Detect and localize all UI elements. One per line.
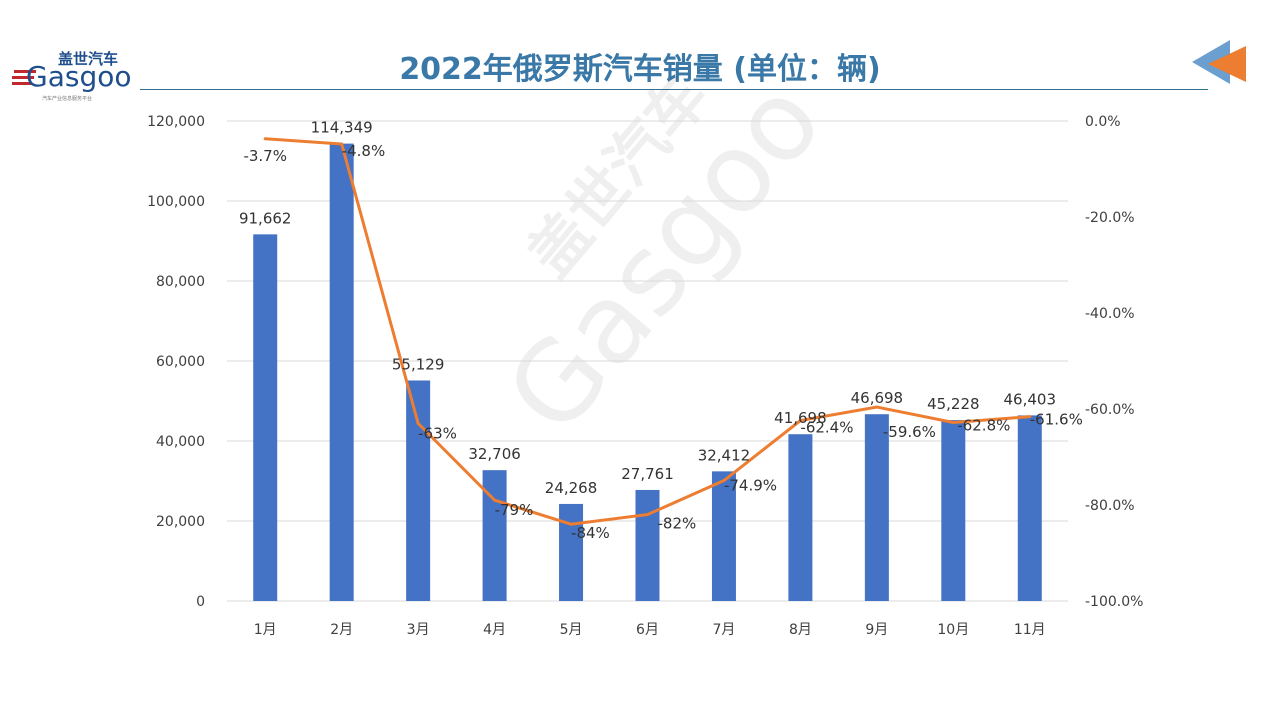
- bar: [406, 380, 431, 601]
- right-tick-label: -60.0%: [1085, 402, 1135, 418]
- x-tick-label: 5月: [560, 622, 583, 638]
- bar-data-label: 27,761: [621, 465, 674, 483]
- line-data-label: -62.4%: [800, 419, 853, 437]
- line-data-label: -4.8%: [342, 142, 386, 160]
- x-tick-label: 1月: [254, 622, 277, 638]
- bar: [788, 434, 813, 601]
- x-tick-label: 10月: [937, 622, 969, 638]
- x-tick-label: 9月: [865, 622, 888, 638]
- bar-data-label: 45,228: [927, 395, 980, 413]
- x-tick-label: 11月: [1014, 622, 1046, 638]
- bar: [559, 503, 584, 601]
- bar-data-label: 91,662: [239, 209, 292, 227]
- line-point: [340, 142, 344, 146]
- svg-text:Gasgoo: Gasgoo: [26, 60, 131, 93]
- bar-data-label: 46,403: [1004, 390, 1057, 408]
- line-point: [1028, 415, 1032, 419]
- bar: [941, 420, 966, 601]
- right-tick-label: -80.0%: [1085, 498, 1135, 514]
- left-tick-label: 40,000: [156, 434, 205, 450]
- bar: [253, 234, 278, 602]
- bar-data-label: 114,349: [311, 119, 373, 137]
- line-point: [416, 421, 420, 425]
- bar-data-label: 55,129: [392, 355, 445, 373]
- bar-data-label: 32,706: [468, 445, 521, 463]
- line-point: [875, 405, 879, 409]
- line-data-label: -59.6%: [883, 423, 936, 441]
- line-data-label: -3.7%: [243, 147, 287, 165]
- right-tick-label: -20.0%: [1085, 210, 1135, 226]
- bar-data-label: 41,698: [774, 409, 827, 427]
- bar: [329, 143, 354, 601]
- left-tick-label: 20,000: [156, 514, 205, 530]
- line-data-label: -84%: [571, 524, 610, 542]
- right-tick-label: -40.0%: [1085, 306, 1135, 322]
- line-point: [263, 137, 267, 141]
- line-data-label: -82%: [658, 515, 697, 533]
- left-tick-label: 120,000: [147, 114, 205, 130]
- line-point: [951, 420, 955, 424]
- bar: [635, 489, 660, 601]
- gasgoo-logo: 盖世汽车 Gasgoo 汽车产业信息服务平台: [10, 48, 142, 108]
- x-tick-label: 7月: [712, 622, 735, 638]
- bar: [1017, 415, 1042, 601]
- line-point: [646, 513, 649, 517]
- x-tick-label: 6月: [636, 622, 659, 638]
- right-tick-label: -100.0%: [1085, 594, 1143, 610]
- left-tick-label: 80,000: [156, 274, 205, 290]
- watermark: Gasgoo 盖世汽车: [482, 57, 846, 457]
- page-title: 2022年俄罗斯汽车销量 (单位：辆): [399, 52, 881, 87]
- line-data-label: -74.9%: [724, 477, 777, 495]
- line-point: [493, 498, 497, 502]
- back-arrow-icon: [1190, 40, 1250, 94]
- bar-data-label: 24,268: [545, 479, 598, 497]
- left-tick-label: 60,000: [156, 354, 205, 370]
- line-data-label: -63%: [418, 424, 457, 442]
- x-tick-label: 2月: [330, 622, 353, 638]
- left-tick-label: 100,000: [147, 194, 205, 210]
- bar: [711, 471, 736, 601]
- title-divider: [140, 89, 1208, 90]
- line-data-label: -62.8%: [957, 416, 1010, 434]
- bar: [864, 414, 889, 601]
- x-tick-label: 3月: [407, 622, 430, 638]
- left-tick-label: 0: [196, 594, 205, 610]
- logo-tagline: 汽车产业信息服务平台: [42, 95, 92, 102]
- x-tick-label: 8月: [789, 622, 812, 638]
- line-data-label: -61.6%: [1030, 411, 1083, 429]
- right-tick-label: 0.0%: [1085, 114, 1121, 130]
- line-point: [798, 419, 802, 423]
- bar-data-label: 46,698: [851, 389, 904, 407]
- line-point: [569, 522, 573, 526]
- bar-data-label: 32,412: [698, 446, 751, 464]
- svg-text:盖世汽车: 盖世汽车: [58, 50, 118, 68]
- line-data-label: -79%: [495, 501, 534, 519]
- x-tick-label: 4月: [483, 622, 506, 638]
- line-point: [722, 479, 726, 483]
